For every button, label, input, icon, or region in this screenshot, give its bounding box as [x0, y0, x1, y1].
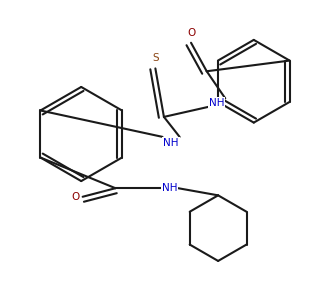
- Text: O: O: [187, 28, 195, 38]
- Text: NH: NH: [163, 138, 179, 147]
- Text: NH: NH: [162, 183, 177, 193]
- Text: S: S: [152, 54, 159, 63]
- Text: NH: NH: [209, 98, 225, 108]
- Text: O: O: [72, 192, 80, 202]
